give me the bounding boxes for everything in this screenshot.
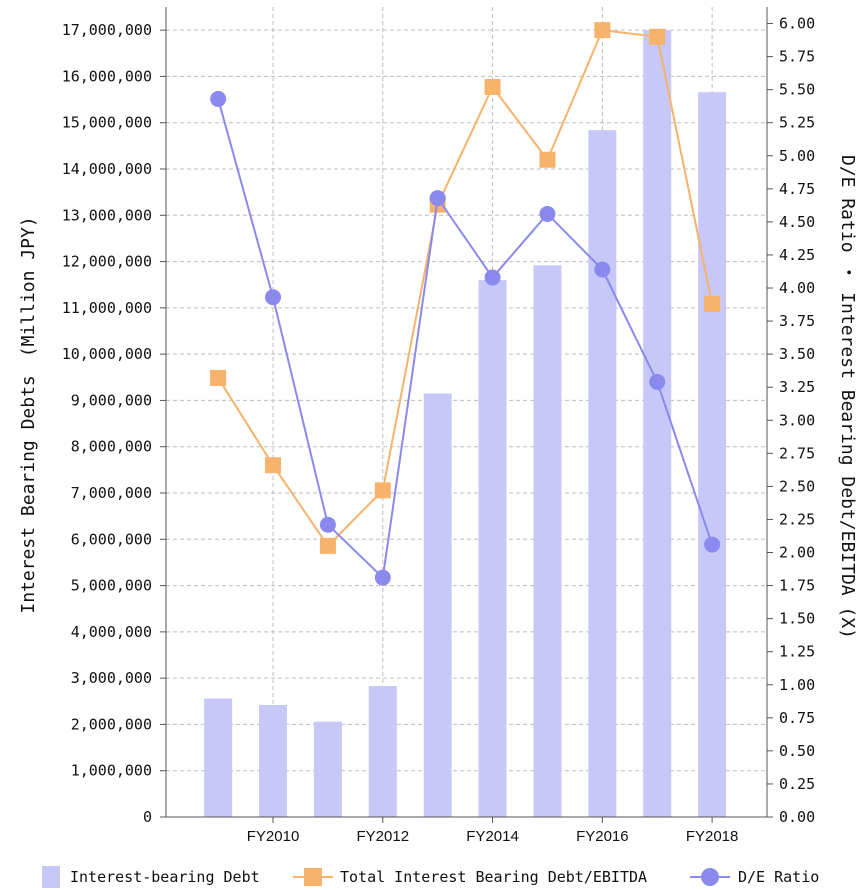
right-tick-label: 5.00 <box>779 147 815 165</box>
axes <box>165 7 768 818</box>
right-tick-label: 2.25 <box>779 510 815 528</box>
x-tick-label: FY2012 <box>357 828 410 845</box>
legend-label: D/E Ratio <box>738 868 819 886</box>
bar <box>259 704 288 817</box>
left-tick-label: 10,000,000 <box>62 345 152 363</box>
right-tick-label: 1.50 <box>779 610 815 628</box>
legend-swatch-bar <box>42 866 60 888</box>
right-tick-label: 1.25 <box>779 643 815 661</box>
right-tick-label: 3.00 <box>779 411 815 429</box>
left-tick-label: 4,000,000 <box>71 623 152 641</box>
point-marker <box>374 482 391 499</box>
point-marker <box>649 28 666 45</box>
right-tick-label: 4.00 <box>779 279 815 297</box>
right-tick-label: 1.75 <box>779 577 815 595</box>
right-tick-label: 5.25 <box>779 114 815 132</box>
bar <box>423 393 452 817</box>
x-tick-label: FY2016 <box>576 828 629 845</box>
legend-swatch-marker <box>304 868 322 886</box>
bar <box>313 721 342 817</box>
right-tick-label: 5.75 <box>779 48 815 66</box>
point-marker <box>594 22 611 39</box>
left-axis-ticks: 0 1,000,000 2,000,000 3,000,000 4,000,000 5,0… <box>62 21 166 826</box>
right-tick-label: 2.50 <box>779 477 815 495</box>
bar <box>204 698 233 817</box>
right-tick-label: 0.75 <box>779 709 815 727</box>
point-marker <box>594 261 611 278</box>
bar <box>588 130 617 817</box>
right-tick-label: 2.00 <box>779 544 815 562</box>
point-marker <box>319 516 336 533</box>
legend-label: Total Interest Bearing Debt/EBITDA <box>340 868 647 886</box>
series-line <box>217 98 714 580</box>
right-tick-label: 3.75 <box>779 312 815 330</box>
left-tick-label: 0 <box>143 808 152 826</box>
bar <box>368 686 397 817</box>
left-tick-label: 3,000,000 <box>71 669 152 687</box>
point-marker <box>210 90 227 107</box>
left-tick-label: 17,000,000 <box>62 21 152 39</box>
left-axis-title: Interest Bearing Debts (Million JPY) <box>18 216 39 613</box>
right-tick-label: 4.50 <box>779 213 815 231</box>
right-tick-label: 5.50 <box>779 81 815 99</box>
right-tick-label: 2.75 <box>779 444 815 462</box>
x-tick-label: FY2018 <box>686 828 739 845</box>
left-tick-label: 15,000,000 <box>62 114 152 132</box>
right-tick-label: 0.25 <box>779 775 815 793</box>
left-tick-label: 1,000,000 <box>71 762 152 780</box>
right-tick-label: 4.75 <box>779 180 815 198</box>
left-tick-label: 14,000,000 <box>62 160 152 178</box>
bar-series <box>204 30 727 818</box>
point-marker <box>265 457 282 474</box>
point-marker <box>704 295 721 312</box>
right-tick-label: 4.25 <box>779 246 815 264</box>
legend-label: Interest-bearing Debt <box>70 868 260 886</box>
point-marker <box>704 536 721 553</box>
point-marker <box>484 79 501 96</box>
right-tick-label: 0.50 <box>779 742 815 760</box>
left-tick-label: 6,000,000 <box>71 530 152 548</box>
right-tick-label: 3.50 <box>779 345 815 363</box>
bar <box>478 280 507 818</box>
x-axis-ticks: FY2010 FY2012 FY2014 FY2016 FY2018 <box>247 817 739 845</box>
right-axis-ticks: 0.00 0.25 0.50 0.75 1.00 1.25 1.50 1.75 2.00 2.25… <box>767 15 815 826</box>
left-tick-label: 16,000,000 <box>62 67 152 85</box>
left-tick-label: 9,000,000 <box>71 391 152 409</box>
point-marker <box>374 569 391 586</box>
right-tick-label: 0.00 <box>779 808 815 826</box>
bar <box>533 265 562 817</box>
right-tick-label: 1.00 <box>779 676 815 694</box>
point-marker <box>539 151 556 168</box>
legend-swatch-marker <box>701 868 719 886</box>
point-marker <box>319 537 336 554</box>
left-tick-label: 8,000,000 <box>71 438 152 456</box>
point-marker <box>265 289 282 306</box>
left-tick-label: 11,000,000 <box>62 299 152 317</box>
x-tick-label: FY2014 <box>466 828 519 845</box>
x-tick-label: FY2010 <box>247 828 300 845</box>
left-tick-label: 7,000,000 <box>71 484 152 502</box>
left-tick-label: 13,000,000 <box>62 206 152 224</box>
right-axis-title: D/E Ratio ・ Interest Bearing Debt/EBITDA… <box>837 155 858 639</box>
left-tick-label: 12,000,000 <box>62 253 152 271</box>
bar <box>643 30 672 817</box>
bar <box>698 92 727 817</box>
right-tick-label: 3.25 <box>779 378 815 396</box>
point-marker <box>649 373 666 390</box>
line-series <box>210 22 721 586</box>
right-tick-label: 6.00 <box>779 15 815 33</box>
series-line <box>217 29 714 548</box>
point-marker <box>539 205 556 222</box>
left-tick-label: 5,000,000 <box>71 577 152 595</box>
point-marker <box>484 269 501 286</box>
legend: Interest-bearing Debt Total Interest Bear… <box>42 866 819 888</box>
point-marker <box>210 369 227 386</box>
left-tick-label: 2,000,000 <box>71 715 152 733</box>
point-marker <box>429 190 446 207</box>
